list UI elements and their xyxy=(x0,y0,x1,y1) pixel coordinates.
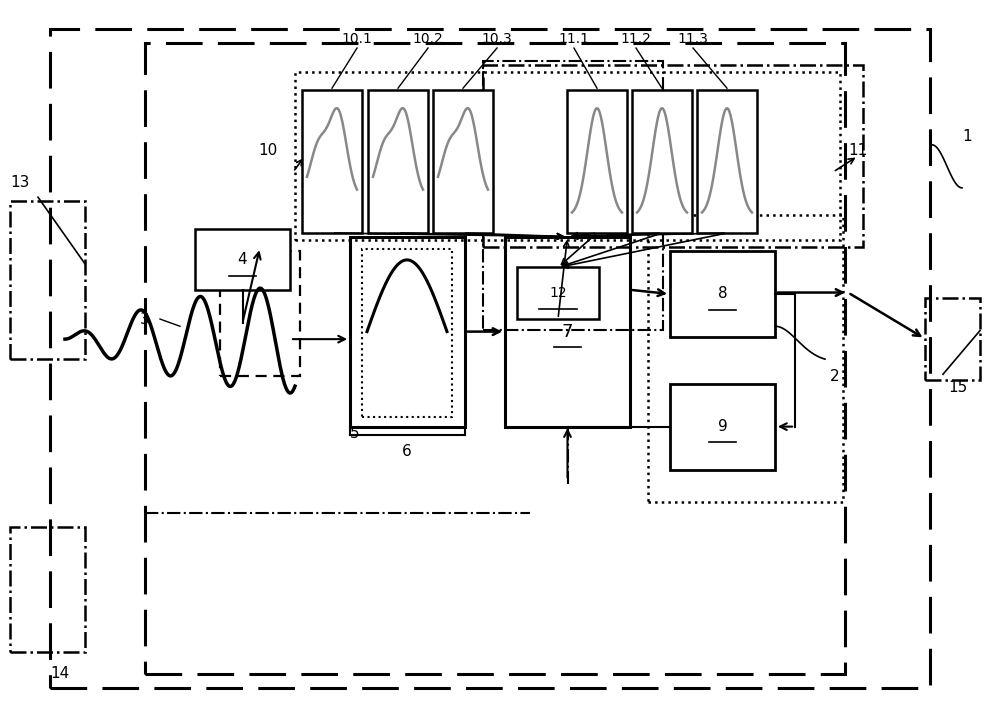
Text: 7: 7 xyxy=(562,323,573,341)
Text: 12: 12 xyxy=(549,286,567,300)
Text: 10: 10 xyxy=(258,143,278,158)
Text: 4: 4 xyxy=(238,252,247,267)
Bar xyxy=(517,267,599,319)
Bar xyxy=(350,237,465,427)
Bar xyxy=(302,90,362,233)
Text: 11.3: 11.3 xyxy=(678,32,708,47)
Text: 3: 3 xyxy=(140,312,150,326)
Text: 13: 13 xyxy=(10,176,30,190)
Bar xyxy=(697,90,757,233)
Text: 8: 8 xyxy=(718,287,727,301)
Bar xyxy=(567,90,627,233)
Bar xyxy=(220,251,300,376)
Bar xyxy=(368,90,428,233)
Bar xyxy=(10,527,85,652)
Text: 11.2: 11.2 xyxy=(621,32,651,47)
Text: 6: 6 xyxy=(402,445,412,459)
Bar xyxy=(483,65,863,247)
Bar xyxy=(433,90,493,233)
Text: 10.2: 10.2 xyxy=(413,32,443,47)
Text: 9: 9 xyxy=(718,419,727,434)
Bar xyxy=(145,43,845,674)
Text: 2: 2 xyxy=(830,369,840,384)
Text: 10.3: 10.3 xyxy=(482,32,512,47)
Bar xyxy=(295,72,840,240)
Bar xyxy=(195,229,290,290)
Bar xyxy=(925,298,980,380)
Text: 5: 5 xyxy=(350,427,360,441)
Bar xyxy=(648,215,843,502)
Bar xyxy=(670,251,775,337)
Text: 11.1: 11.1 xyxy=(558,32,590,47)
Bar xyxy=(50,29,930,688)
Bar xyxy=(362,249,452,417)
Bar xyxy=(505,237,630,427)
Bar xyxy=(10,201,85,358)
Text: 11: 11 xyxy=(848,143,868,158)
Bar xyxy=(670,384,775,470)
Text: 1: 1 xyxy=(962,129,972,143)
Bar xyxy=(483,61,663,330)
Text: 10.1: 10.1 xyxy=(342,32,372,47)
Text: 14: 14 xyxy=(50,667,70,681)
Bar xyxy=(632,90,692,233)
Text: 15: 15 xyxy=(948,380,968,394)
